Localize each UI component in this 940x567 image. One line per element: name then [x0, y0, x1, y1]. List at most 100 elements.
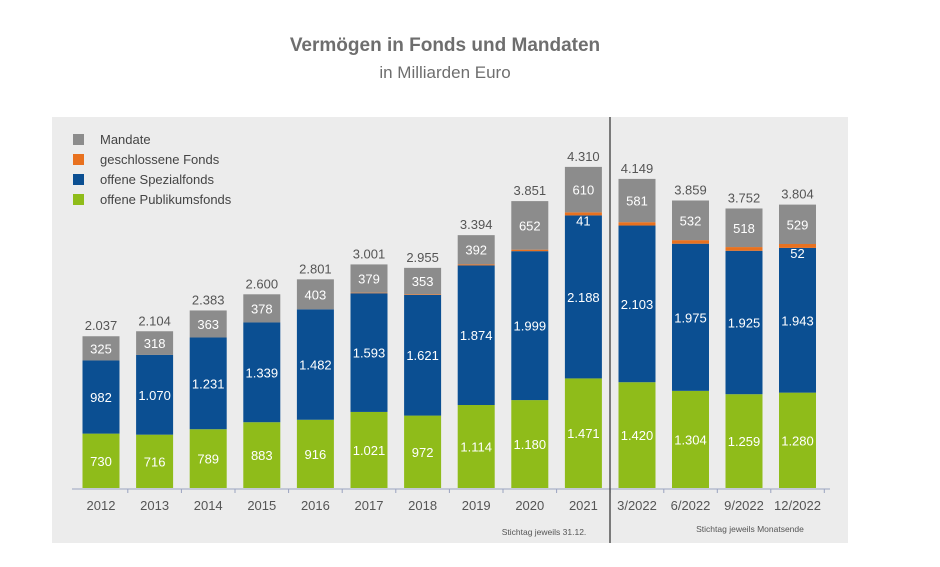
bar-segment: [564, 212, 602, 216]
total-label: 2.104: [138, 313, 171, 328]
data-label: 52: [790, 246, 804, 261]
bar-segment: [457, 405, 495, 488]
bar-stack-2017: 1.021 1.593 379 3.001 2017: [350, 246, 397, 513]
data-label: 41: [576, 213, 590, 228]
bar-segment: [618, 178, 656, 223]
x-tick-label: 9/2022: [724, 498, 764, 513]
data-label: 972: [412, 445, 434, 460]
bar-segment: [779, 244, 816, 248]
bar-segment: [672, 200, 709, 241]
bar-segment: [404, 415, 442, 488]
bar-segment: [779, 204, 816, 245]
data-label: 2.188: [567, 290, 600, 305]
legend-swatch: [73, 194, 84, 205]
total-label: 2.037: [85, 318, 118, 333]
data-label: 1.874: [460, 328, 493, 343]
total-label: 3.804: [781, 187, 814, 202]
data-label: 581: [626, 194, 648, 209]
data-label: 1.925: [728, 315, 761, 330]
data-label: 1.420: [621, 428, 654, 443]
bar-segment: [404, 294, 442, 295]
legend-swatch: [73, 154, 84, 165]
bar-stack-2019: 1.114 1.874 392 3.394 2019: [457, 217, 504, 513]
bar-segment: [457, 235, 495, 265]
total-label: 2.801: [299, 261, 332, 276]
x-tick-label: 2020: [515, 498, 544, 513]
bar-stack-6-2022: 1.304 1.975 532 3.859 6/2022: [671, 183, 718, 513]
data-label: 1.070: [138, 388, 171, 403]
data-label: 716: [144, 454, 166, 469]
data-label: 1.471: [567, 426, 600, 441]
data-label: 1.021: [353, 443, 386, 458]
data-label: 1.943: [781, 313, 814, 328]
x-tick-label: 2013: [140, 498, 169, 513]
bar-segment: [404, 267, 442, 295]
bar-stack-2014: 789 1.231 363 2.383 2014: [189, 292, 236, 513]
data-label: 363: [197, 317, 219, 332]
bar-segment: [243, 322, 281, 423]
x-tick-label: 2018: [408, 498, 437, 513]
bar-stack-9-2022: 1.259 1.925 518 3.752 9/2022: [724, 190, 772, 513]
data-label: 518: [733, 221, 755, 236]
data-label: 1.304: [674, 432, 707, 447]
bar-segment: [457, 265, 495, 406]
x-tick-label: 2017: [355, 498, 384, 513]
bar-segment: [618, 382, 656, 488]
legend-swatch: [73, 134, 84, 145]
data-label: 916: [305, 447, 327, 462]
bar-stack-12-2022: 1.280 1.943 52 529 3.804 12/2022: [774, 187, 825, 513]
plot-background: [52, 117, 848, 543]
bar-segment: [564, 166, 602, 213]
bar-stack-3-2022: 1.420 2.103 581 4.149 3/2022: [617, 161, 665, 513]
data-label: 1.621: [406, 348, 439, 363]
note-monthly: Stichtag jeweils Monatsende: [696, 524, 804, 534]
bar-segment: [511, 400, 549, 488]
data-label: 1.482: [299, 358, 332, 373]
total-label: 2.383: [192, 292, 225, 307]
x-tick-label: 2012: [87, 498, 116, 513]
data-label: 1.999: [514, 319, 547, 334]
total-label: 3.001: [353, 246, 386, 261]
data-label: 730: [90, 454, 112, 469]
bar-segment: [296, 419, 334, 488]
legend-item: offene Publikumsfonds: [73, 192, 232, 207]
data-label: 1.975: [674, 310, 707, 325]
bar-segment: [725, 250, 763, 395]
bar-segment: [350, 292, 388, 294]
bar-stack-2015: 883 1.339 378 2.600 2015: [243, 276, 290, 513]
bar-segment: [404, 294, 442, 416]
bar-stack-2021: 1.471 2.188 41 610 4.310 2021: [564, 149, 611, 513]
data-label: 652: [519, 218, 541, 233]
bar-segment: [672, 390, 709, 488]
legend-item: Mandate: [73, 132, 151, 147]
data-label: 1.339: [246, 365, 279, 380]
data-label: 2.103: [621, 297, 654, 312]
data-label: 392: [465, 243, 487, 258]
bar-segment: [189, 429, 227, 488]
legend-label: geschlossene Fonds: [100, 152, 220, 167]
data-label: 1.231: [192, 376, 225, 391]
total-label: 4.310: [567, 149, 600, 164]
bar-stack-2020: 1.180 1.999 652 3.851 2020: [511, 183, 558, 513]
data-label: 379: [358, 272, 380, 287]
bar-stack-2018: 972 1.621 353 2.955 2018: [404, 250, 450, 513]
data-label: 610: [573, 183, 595, 198]
data-label: 883: [251, 448, 273, 463]
bar-segment: [189, 310, 227, 338]
bar-segment: [136, 354, 174, 435]
x-tick-label: 2015: [247, 498, 276, 513]
data-label: 378: [251, 301, 273, 316]
bar-segment: [82, 433, 120, 488]
x-tick-label: 12/2022: [774, 498, 821, 513]
legend-label: Mandate: [100, 132, 151, 147]
legend-label: offene Spezialfonds: [100, 172, 214, 187]
legend-item: geschlossene Fonds: [73, 152, 220, 167]
total-label: 3.851: [514, 183, 547, 198]
bar-segment: [82, 336, 120, 361]
x-tick-label: 2014: [194, 498, 223, 513]
bar-segment: [243, 422, 281, 488]
data-label: 353: [412, 274, 434, 289]
total-label: 2.955: [406, 250, 439, 265]
bar-segment: [136, 331, 174, 355]
